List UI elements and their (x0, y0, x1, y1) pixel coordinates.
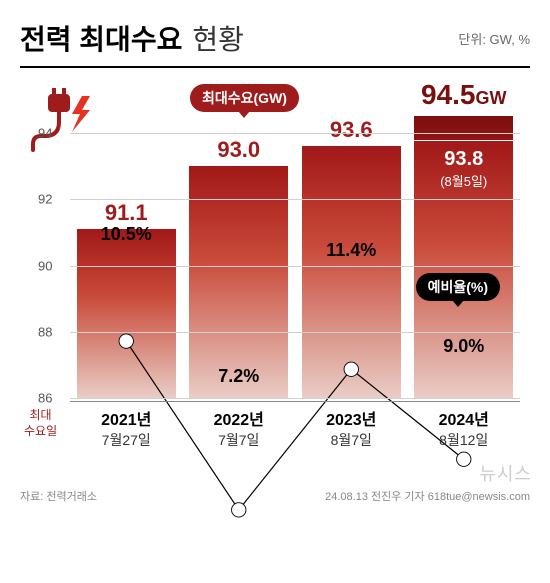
credit-label: 24.08.13 전진우 기자 618tue@newsis.com (325, 488, 530, 504)
watermark: 뉴시스 (479, 460, 532, 486)
reserve-value-label: 10.5% (101, 224, 152, 245)
source-label: 자료: 전력거래소 (20, 488, 97, 504)
grid-line (70, 133, 520, 134)
bar-value-label: 93.6 (302, 117, 401, 143)
bar-inner-label: 93.8(8월5일) (414, 148, 513, 190)
ytick-label: 88 (38, 324, 52, 339)
grid-line (70, 199, 520, 200)
grid-line (70, 398, 520, 399)
ytick-label: 94 (38, 126, 52, 141)
legend-max-demand-label: 최대수요(GW) (202, 90, 287, 106)
bar-value-label: 93.0 (189, 137, 288, 163)
reserve-value-label: 11.4% (326, 240, 376, 261)
grid-line (70, 332, 520, 333)
bar (77, 229, 176, 398)
legend-reserve-rate-label: 예비율(%) (428, 279, 488, 295)
grid-line (70, 266, 520, 267)
chart-area: 최대수요(GW) 91.1 93.0 93.6 94.5GW 93.8(8월5일) 10… (20, 78, 530, 453)
unit-label: 단위: GW, % (458, 29, 530, 48)
xtick: 2022년7월7일 (214, 402, 264, 453)
ytick-label: 92 (38, 192, 52, 207)
legend-reserve-rate: 예비율(%) (416, 273, 500, 301)
bar-value-label: 94.5GW (414, 79, 513, 111)
title-light: 현황 (192, 18, 244, 58)
ytick-label: 86 (38, 391, 52, 406)
xtick: 2024년8월12일 (439, 402, 489, 453)
bar (189, 166, 288, 398)
xaxis-left-label: 최대수요일 (24, 408, 57, 439)
ytick-label: 90 (38, 258, 52, 273)
x-axis: 최대수요일 2021년7월27일2022년7월7일2023년8월7일2024년8… (70, 401, 520, 453)
legend-max-demand: 최대수요(GW) (190, 84, 299, 112)
xtick: 2021년7월27일 (101, 402, 151, 453)
plot-region: 91.193.093.694.5GW93.8(8월5일) 10.5%7.2%11… (70, 133, 520, 398)
bar-value-label: 91.1 (77, 200, 176, 226)
title-bold: 전력 최대수요 (20, 18, 182, 58)
footer: 자료: 전력거래소 24.08.13 전진우 기자 618tue@newsis.… (20, 488, 530, 504)
reserve-value-label: 7.2% (218, 366, 259, 387)
bar (302, 146, 401, 398)
chart-header: 전력 최대수요 현황 단위: GW, % (20, 18, 530, 68)
reserve-value-label: 9.0% (443, 336, 484, 357)
xtick: 2023년8월7일 (326, 402, 376, 453)
